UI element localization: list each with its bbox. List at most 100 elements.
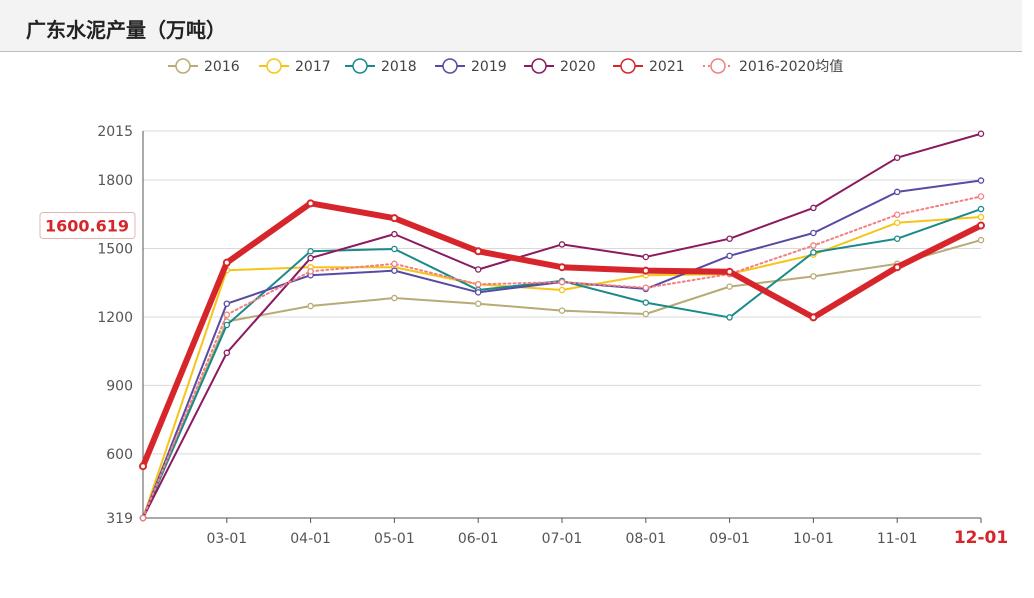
legend-marker [266, 58, 282, 74]
data-point-2018 [307, 248, 314, 255]
data-point-2016-2020均值 [558, 278, 566, 286]
legend-item: 2016 [168, 58, 240, 75]
legend-marker [352, 58, 368, 74]
data-point-2016-2020均值 [977, 193, 985, 200]
data-point-2016-2020均值 [893, 211, 901, 218]
x-tick-label: 04-01 [290, 531, 331, 547]
data-point-2021 [222, 258, 231, 267]
data-point-2016 [977, 236, 985, 244]
chart-legend: 2016 2017 2018 2019 2020 2021 2016-2020均值 [168, 58, 843, 75]
data-point-2018 [391, 245, 398, 253]
legend-label: 2016 [204, 59, 240, 75]
data-point-2016 [474, 300, 482, 307]
legend-label: 2018 [381, 59, 417, 75]
data-point-2019 [391, 267, 398, 274]
data-point-2020 [558, 241, 566, 248]
y-tick-label: 1800 [97, 173, 133, 189]
value-pointer: 1600.619 [39, 212, 136, 240]
value-pointer-label: 1600.619 [45, 217, 129, 236]
series-line-2020 [142, 132, 982, 519]
x-tick-label: 07-01 [542, 531, 583, 547]
legend-item: 2016-2020均值 [703, 58, 843, 75]
x-tick-label: 08-01 [625, 531, 666, 547]
legend-item: 2021 [613, 58, 685, 75]
data-point-2021 [809, 313, 818, 322]
data-point-2018 [223, 321, 231, 329]
x-tick-label: 12-01 [954, 528, 1008, 548]
y-tick-label: 1500 [97, 242, 133, 258]
data-point-2021 [306, 199, 315, 208]
series-line-2016-2020均值 [142, 195, 982, 519]
data-point-2019 [726, 252, 733, 260]
data-point-2020 [810, 204, 817, 212]
data-point-2016-2020均值 [223, 311, 231, 318]
data-point-2018 [977, 205, 985, 213]
legend-marker [531, 58, 547, 74]
legend-item: 2020 [524, 58, 596, 75]
legend-label: 2021 [649, 59, 685, 75]
legend-marker [442, 58, 458, 74]
data-point-2017 [893, 219, 901, 226]
series-line-2017 [142, 216, 982, 519]
x-tick-label: 06-01 [458, 531, 499, 547]
chart-title: 广东水泥产量（万吨） [26, 18, 226, 42]
data-point-2016 [726, 283, 733, 290]
data-point-2021 [139, 462, 147, 471]
data-point-2021 [725, 267, 734, 276]
data-point-2016-2020均值 [474, 281, 482, 288]
x-tick-label: 05-01 [374, 531, 415, 547]
legend-label: 2017 [295, 59, 331, 75]
data-point-2021 [893, 263, 902, 272]
data-point-2021 [474, 247, 483, 256]
x-tick-label: 10-01 [793, 531, 834, 547]
chart-header: 广东水泥产量（万吨） [0, 0, 1022, 52]
data-point-2016 [307, 302, 314, 310]
y-tick-label: 600 [106, 447, 133, 463]
data-point-2020 [223, 349, 231, 357]
data-point-2020 [474, 266, 482, 273]
legend-item: 2018 [345, 58, 417, 75]
data-point-2020 [977, 130, 985, 137]
data-point-2020 [642, 253, 650, 261]
line-chart: 2016 2017 2018 2019 2020 2021 2016-2020均值 319 6… [39, 58, 1008, 548]
data-point-2018 [810, 249, 817, 256]
data-point-2016 [391, 294, 398, 302]
data-point-2019 [474, 289, 482, 296]
legend-item: 2019 [435, 58, 507, 75]
data-point-2018 [726, 314, 733, 321]
series-layer [139, 130, 985, 522]
legend-label: 2016-2020均值 [739, 59, 843, 75]
data-point-2016-2020均值 [810, 242, 817, 249]
data-point-2018 [893, 235, 901, 242]
data-point-2016-2020均值 [307, 268, 314, 275]
data-point-2016 [642, 310, 650, 318]
data-point-2017 [977, 213, 985, 221]
x-tick-label: 09-01 [709, 531, 750, 547]
legend-label: 2020 [560, 59, 596, 75]
chart-axes: 319 600 900 1200 1500 1800 2015 03-01 04-01 05-01… [97, 124, 1008, 548]
data-point-2019 [810, 229, 817, 237]
grid-lines [143, 130, 981, 455]
legend-marker [620, 58, 636, 74]
x-tick-label: 11-01 [877, 531, 918, 547]
data-point-2021 [641, 266, 650, 275]
legend-marker [710, 58, 726, 74]
data-point-2020 [893, 154, 901, 161]
data-point-2016-2020均值 [642, 284, 650, 292]
data-point-2016 [558, 307, 566, 314]
y-tick-label: 2015 [97, 124, 133, 140]
value-pointer-box [39, 212, 136, 240]
data-point-2021 [390, 214, 399, 223]
data-point-2019 [893, 188, 901, 196]
x-tick-label: 03-01 [206, 531, 247, 547]
data-point-2020 [391, 230, 398, 238]
y-tick-label: 1200 [97, 310, 133, 326]
series-line-2018 [142, 208, 982, 519]
y-tick-label: 319 [106, 511, 133, 527]
data-point-2020 [726, 235, 733, 242]
y-tick-label: 900 [106, 378, 133, 394]
data-point-2018 [642, 299, 650, 306]
data-point-2021 [977, 221, 985, 230]
data-point-2019 [977, 177, 985, 184]
data-point-2016-2020均值 [391, 260, 398, 268]
